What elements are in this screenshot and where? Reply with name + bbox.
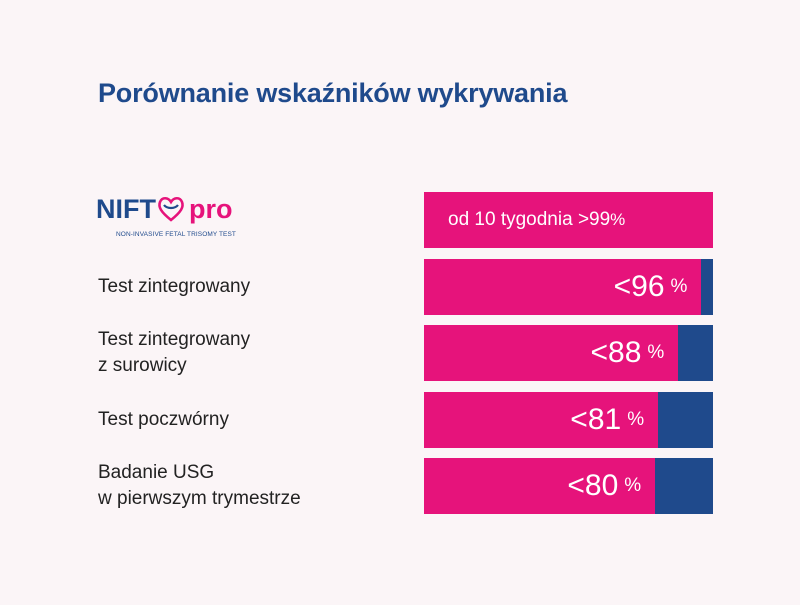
bar-track: <96% — [424, 258, 713, 315]
bar-track: <88% — [424, 325, 713, 381]
bar-value-unit: % — [647, 342, 665, 363]
bar-value-label: <96% — [614, 259, 688, 315]
bar-value-text: <96 — [613, 269, 665, 303]
bar-value-text: <81 — [570, 402, 622, 436]
bar-value-unit: % — [627, 408, 645, 430]
bar-label: Badanie USG w pierwszym trymestrze — [98, 460, 301, 512]
bar-value-unit: % — [624, 475, 642, 496]
bar-value-label: od 10 tygodnia >99% — [448, 192, 625, 248]
heart-icon — [158, 196, 184, 222]
bar — [424, 391, 659, 448]
bar — [424, 325, 679, 381]
bar-value-label: <81% — [570, 392, 644, 448]
bar-value-label: <88% — [591, 325, 665, 381]
bar-label: Test zintegrowany — [98, 274, 250, 300]
bar-value-label: <80% — [567, 458, 641, 514]
logo-name-part1: NIFT — [96, 193, 156, 224]
bar-label-line: w pierwszym trymestrze — [98, 488, 301, 509]
bar-label-line: Test poczwórny — [98, 408, 229, 430]
bar-label-line: Badanie USG — [98, 462, 215, 483]
bar-value-text: <88 — [590, 336, 642, 369]
bar-label: Test zintegrowany z surowicy — [98, 327, 250, 379]
bar — [424, 258, 702, 315]
bar-label: Test poczwórny — [98, 407, 229, 433]
bar — [424, 192, 713, 248]
nifty-pro-logo: NIFT pro NON-INVASIVE FETAL TRISOMY TEST — [96, 192, 266, 244]
bar-track: od 10 tygodnia >99% — [424, 192, 713, 248]
bar-label-line: Test zintegrowany — [98, 275, 251, 297]
logo-subtitle: NON-INVASIVE FETAL TRISOMY TEST — [116, 231, 237, 238]
bar-label-line: Test zintegrowany — [98, 329, 251, 350]
bar-value-unit: % — [610, 210, 626, 229]
bar-track: <80% — [424, 458, 713, 514]
bar-label-line: z surowicy — [98, 355, 187, 376]
logo-name-part2: pro — [189, 193, 233, 224]
bar-value-text: <80 — [567, 469, 619, 502]
bar-value-text: od 10 tygodnia >99 — [448, 209, 611, 230]
bar — [424, 458, 656, 514]
logo-wordmark: NIFT pro — [96, 192, 233, 226]
bar-track: <81% — [424, 391, 713, 448]
bar-value-unit: % — [670, 275, 688, 297]
chart-title: Porównanie wskaźników wykrywania — [98, 78, 568, 108]
